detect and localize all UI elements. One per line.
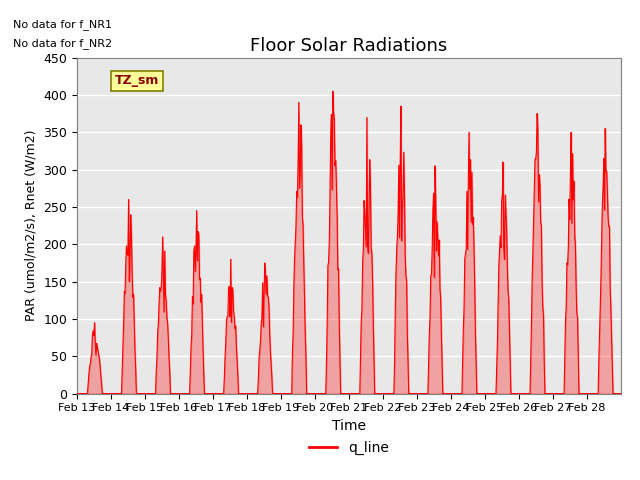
Text: No data for f_NR1: No data for f_NR1 [13, 19, 112, 30]
X-axis label: Time: Time [332, 419, 366, 433]
Text: TZ_sm: TZ_sm [115, 74, 159, 87]
Text: No data for f_NR2: No data for f_NR2 [13, 38, 112, 49]
Title: Floor Solar Radiations: Floor Solar Radiations [250, 36, 447, 55]
Legend: q_line: q_line [303, 435, 394, 461]
Y-axis label: PAR (umol/m2/s), Rnet (W/m2): PAR (umol/m2/s), Rnet (W/m2) [25, 130, 38, 321]
